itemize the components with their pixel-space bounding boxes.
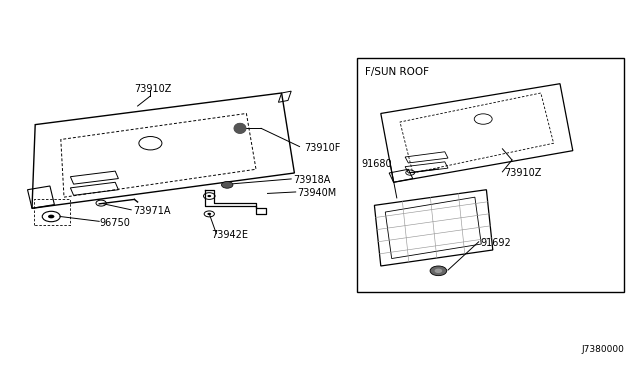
- Circle shape: [221, 182, 233, 188]
- Circle shape: [207, 213, 211, 215]
- Text: 73910Z: 73910Z: [504, 168, 541, 178]
- Circle shape: [435, 269, 442, 273]
- Polygon shape: [234, 124, 246, 133]
- Text: 73918A: 73918A: [293, 175, 330, 185]
- Text: 73940M: 73940M: [298, 189, 337, 198]
- Circle shape: [207, 195, 211, 197]
- Text: J7380000: J7380000: [581, 345, 624, 354]
- Text: 73910Z: 73910Z: [134, 84, 172, 93]
- Text: 91680: 91680: [362, 160, 392, 169]
- Text: F/SUN ROOF: F/SUN ROOF: [365, 67, 429, 77]
- Text: 73971A: 73971A: [133, 206, 171, 216]
- Circle shape: [430, 266, 447, 276]
- Circle shape: [48, 215, 54, 218]
- Bar: [357, 58, 624, 292]
- Text: 73942E: 73942E: [211, 230, 248, 240]
- Text: 91692: 91692: [480, 238, 511, 247]
- Text: 96750: 96750: [99, 218, 130, 228]
- Text: 73910F: 73910F: [304, 143, 340, 153]
